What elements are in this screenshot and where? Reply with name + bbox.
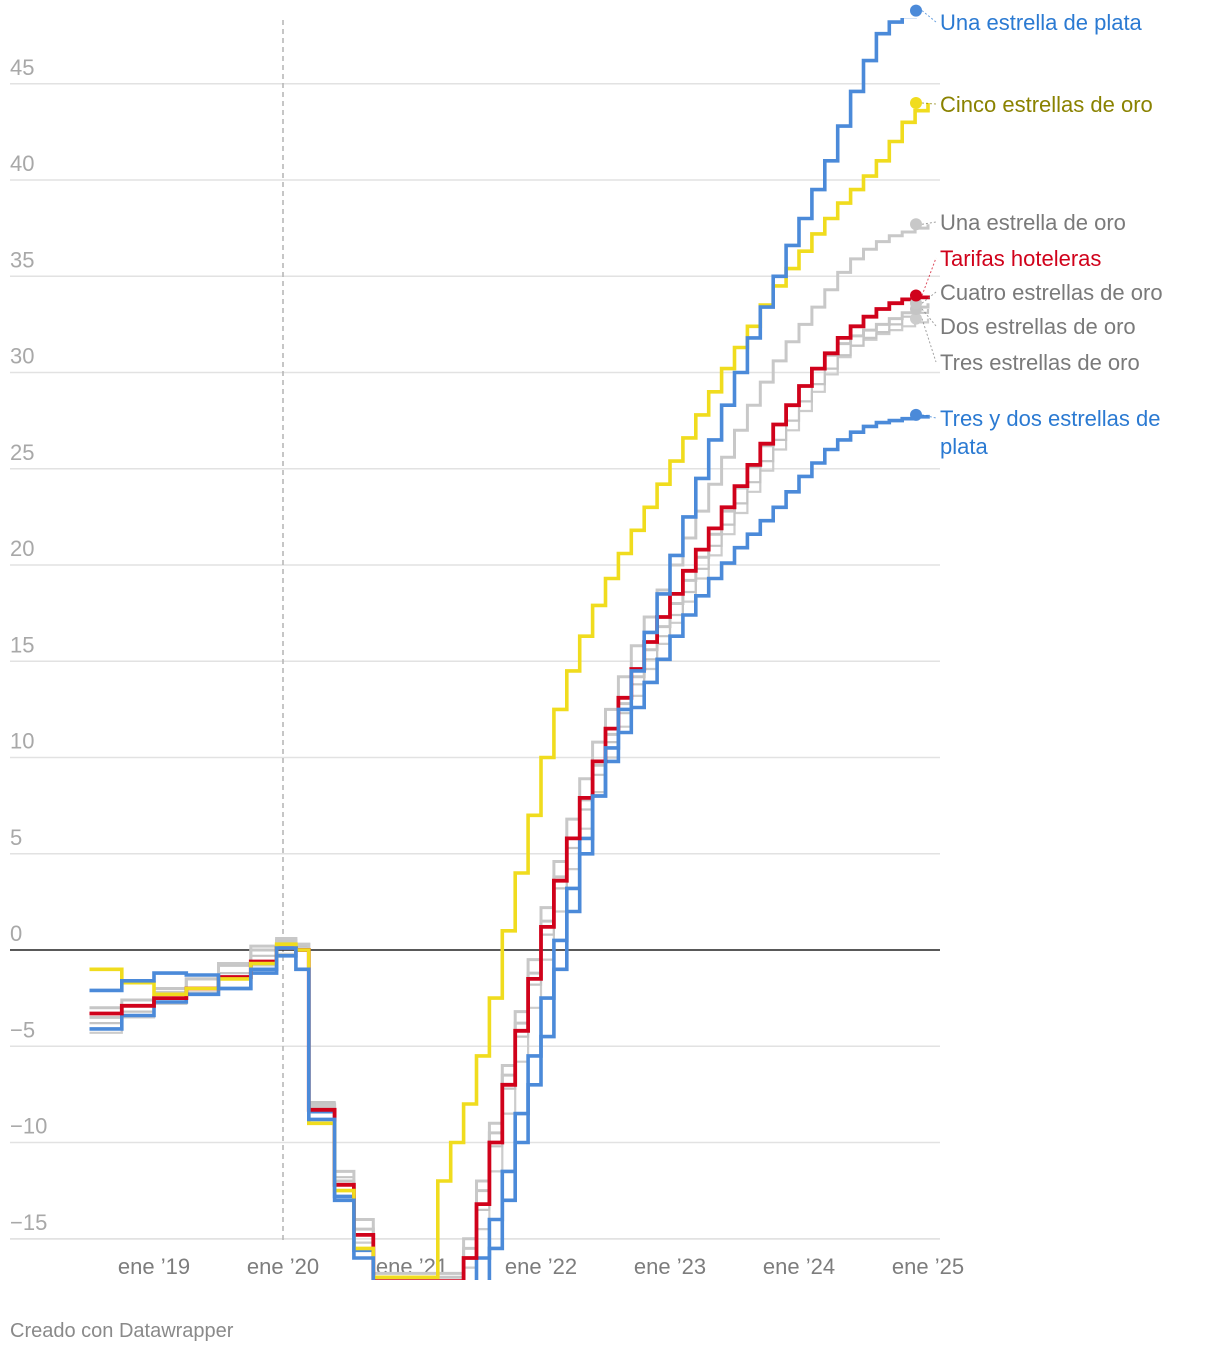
chart: −15 −10 −5 0 5 10 15 20 25 30 35 40 45 ene ’19 ene ’20…: [10, 4, 1163, 1280]
x-tick-label: ene ’22: [505, 1254, 577, 1279]
label-layer: Tres estrellas de oro Dos estrellas de or…: [910, 4, 1163, 459]
y-tick-label: 10: [10, 729, 34, 754]
series-label-dos-estrellas-de-oro: Dos estrellas de oro: [940, 314, 1136, 339]
x-tick-label: ene ’20: [247, 1254, 319, 1279]
end-dot-una-estrella-de-plata: [910, 4, 922, 17]
series-label-cinco-estrellas-de-oro: Cinco estrellas de oro: [940, 92, 1153, 117]
grid-layer: −15 −10 −5 0 5 10 15 20 25 30 35 40 45 ene ’19 ene ’20…: [10, 20, 964, 1279]
series-label-tarifas-hoteleras: Tarifas hoteleras: [940, 246, 1101, 271]
x-tick-label: ene ’24: [763, 1254, 835, 1279]
leader-line: [921, 10, 937, 23]
series-label-cuatro-estrellas-de-oro: Cuatro estrellas de oro: [940, 280, 1163, 305]
y-tick-label: 35: [10, 247, 34, 272]
series-layer: [89, 18, 930, 1280]
series-line-una-estrella-de-oro: [89, 224, 930, 1275]
end-dot-cinco-estrellas-de-oro: [910, 97, 922, 109]
end-dot-tarifas-hoteleras: [910, 289, 922, 302]
series-line-tarifas-hoteleras: [89, 295, 930, 1280]
y-tick-label: 0: [10, 921, 22, 946]
series-line-dos-estrellas-de-oro: [89, 309, 930, 1280]
y-tick-label: 30: [10, 344, 34, 369]
series-label-una-estrella-de-oro: Una estrella de oro: [940, 210, 1126, 235]
leader-line: [921, 221, 937, 225]
y-tick-label: −5: [10, 1017, 35, 1042]
series-label-una-estrella-de-plata: Una estrella de plata: [940, 10, 1143, 35]
series-line-cinco-estrellas-de-oro: [89, 103, 930, 1280]
y-tick-label: 5: [10, 825, 22, 850]
y-tick-label: 25: [10, 440, 34, 465]
y-tick-label: 40: [10, 151, 34, 176]
x-tick-label: ene ’23: [634, 1254, 706, 1279]
series-line-una-estrella-de-plata: [89, 18, 917, 1280]
series-line-cuatro-estrellas-de-oro: [89, 303, 930, 1279]
y-tick-label: −10: [10, 1114, 47, 1139]
y-tick-label: 45: [10, 55, 34, 80]
x-tick-label: ene ’19: [118, 1254, 190, 1279]
leader-line: [921, 291, 937, 304]
leader-line: [921, 257, 937, 296]
series-label-tres-estrellas-de-oro: Tres estrellas de oro: [940, 350, 1140, 375]
credit-text[interactable]: Creado con Datawrapper: [10, 1320, 234, 1342]
x-tick-label: ene ’25: [892, 1254, 964, 1279]
series-line-tres-estrellas-de-oro: [89, 318, 930, 1280]
leader-line: [921, 318, 937, 363]
end-dot-tres-estrellas-de-oro: [910, 312, 922, 325]
y-tick-label: −15: [10, 1210, 47, 1235]
series-line-tres-y-dos-estrellas-de-plata: [89, 414, 930, 1280]
y-tick-label: 20: [10, 536, 34, 561]
y-tick-label: 15: [10, 632, 34, 657]
end-dot-una-estrella-de-oro: [910, 218, 922, 231]
end-dot-tres-y-dos-estrellas-de-plata: [910, 408, 922, 421]
series-label-tres-y-dos-estrellas-de-plata: Tres y dos estrellas de plata: [940, 406, 1161, 459]
